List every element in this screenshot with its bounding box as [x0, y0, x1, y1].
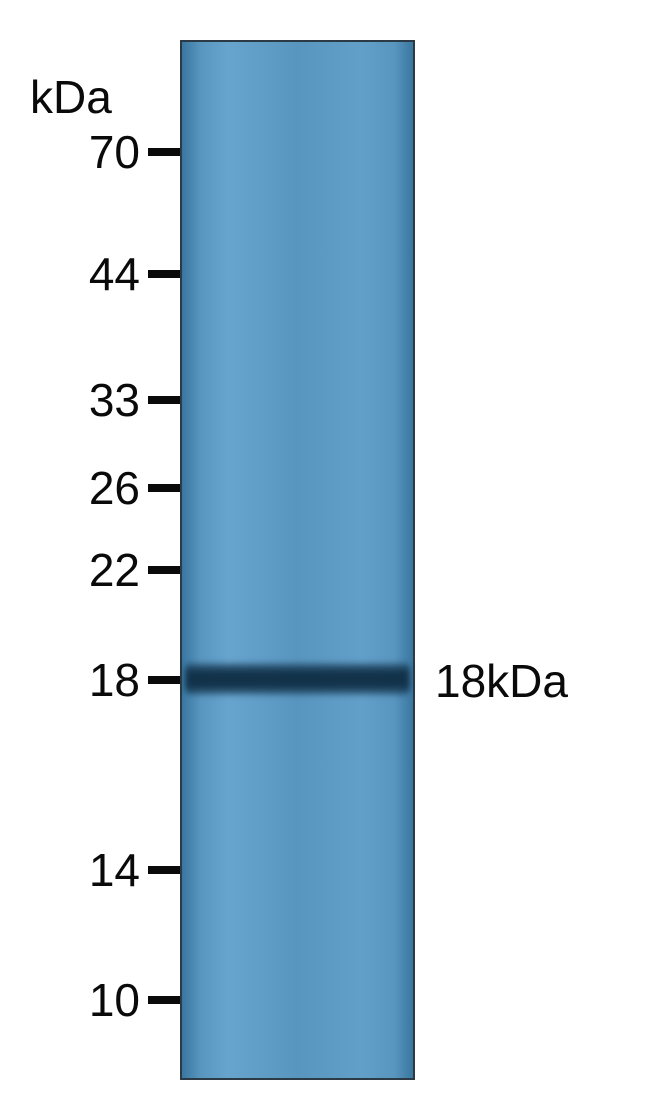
marker-tick-10: [148, 996, 180, 1004]
protein-band: [185, 663, 410, 695]
marker-tick-18: [148, 676, 180, 684]
marker-tick-14: [148, 866, 180, 874]
marker-label-18: 18: [40, 653, 140, 707]
marker-tick-22: [148, 566, 180, 574]
marker-label-14: 14: [40, 843, 140, 897]
blot-lane: [180, 40, 415, 1080]
marker-label-10: 10: [40, 973, 140, 1027]
marker-label-44: 44: [40, 247, 140, 301]
marker-label-26: 26: [40, 461, 140, 515]
band-annotation-18kda: 18kDa: [435, 654, 568, 708]
unit-label-kda: kDa: [30, 70, 112, 124]
marker-label-22: 22: [40, 543, 140, 597]
marker-tick-26: [148, 484, 180, 492]
marker-label-70: 70: [40, 125, 140, 179]
marker-tick-70: [148, 148, 180, 156]
western-blot-figure: kDa 70 44 33 26 22 18 14 10 18kDa: [0, 0, 650, 1117]
marker-tick-33: [148, 396, 180, 404]
marker-label-33: 33: [40, 373, 140, 427]
marker-tick-44: [148, 270, 180, 278]
